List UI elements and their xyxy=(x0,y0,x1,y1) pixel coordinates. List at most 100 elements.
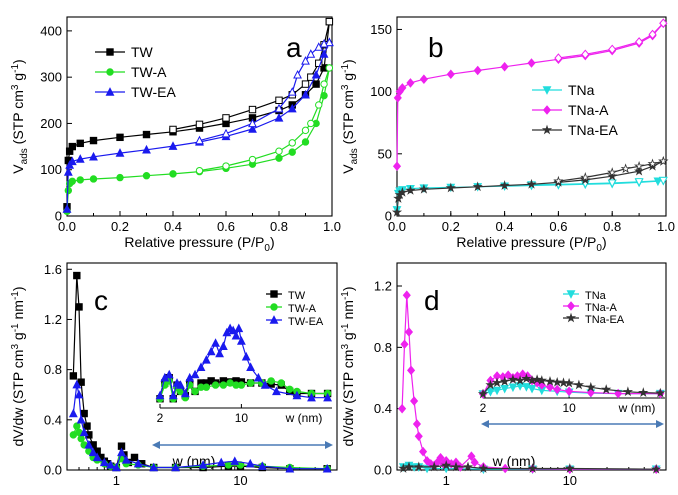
y-tick-label: 0.4 xyxy=(44,412,62,427)
y-axis-title: Vads (STP cm3 g-1) xyxy=(340,59,360,173)
legend-marker xyxy=(106,48,114,56)
data-point xyxy=(106,460,116,469)
inset-data-point xyxy=(218,341,228,350)
data-point xyxy=(306,49,316,58)
data-point xyxy=(301,89,310,99)
data-point xyxy=(76,139,84,148)
x-tick-label: 1.0 xyxy=(323,219,341,234)
inset-data-point xyxy=(553,384,562,395)
data-point xyxy=(275,147,283,155)
inset-data-point xyxy=(168,390,178,400)
y-axis-title-part: -1 xyxy=(10,323,21,332)
data-point xyxy=(659,18,668,28)
data-point xyxy=(322,463,332,473)
x-tick-label: 0.0 xyxy=(388,219,406,234)
panel-letter: c xyxy=(94,285,108,316)
inset-data-point xyxy=(491,377,503,388)
y-axis-title-part: -1 xyxy=(340,64,351,73)
data-point xyxy=(446,69,455,79)
panel-letter: a xyxy=(286,32,302,63)
data-point xyxy=(320,91,328,100)
data-point xyxy=(230,456,240,465)
x-axis-title: w (nm) xyxy=(492,453,536,469)
y-tick-label: 50 xyxy=(378,146,392,161)
series-TW-EA xyxy=(68,379,332,473)
y-axis-title-part: g xyxy=(10,332,26,344)
inset-data-point xyxy=(201,355,211,364)
data-point xyxy=(651,463,662,474)
y-axis-title-part: -1 xyxy=(340,291,351,300)
data-point xyxy=(245,458,255,468)
data-point xyxy=(169,125,177,134)
legend-label: TW-EA xyxy=(131,84,177,100)
inset: 2 10 w (nm) xyxy=(152,323,333,449)
y-axis-title: dV/dw (STP cm3 g-1 nm-1) xyxy=(340,286,356,446)
data-point xyxy=(413,461,424,472)
x-axis-title-sub: 0 xyxy=(596,243,602,254)
data-point xyxy=(198,460,208,469)
data-point xyxy=(658,155,669,166)
x-tick-label: 0.2 xyxy=(111,219,129,234)
series-TNa-EA xyxy=(398,459,662,474)
data-point xyxy=(288,139,296,147)
inset-data-point xyxy=(202,383,211,391)
y-axis-title-part: (STP cm xyxy=(340,90,356,148)
inset-data-point xyxy=(272,386,281,396)
data-point xyxy=(398,463,409,473)
data-point xyxy=(111,462,121,472)
legend-marker xyxy=(105,87,115,96)
x-tick-label: 10 xyxy=(233,473,247,488)
x-tick-label: 0.4 xyxy=(496,219,514,234)
x-axis-title: Relative pressure (P/P0) xyxy=(124,234,274,254)
data-point xyxy=(580,171,591,182)
y-axis-title-part: 3 xyxy=(340,84,351,90)
inset-data-point xyxy=(500,384,510,394)
data-point xyxy=(195,166,204,175)
inset-data-point xyxy=(492,386,502,396)
y-axis-title-part: g xyxy=(340,332,356,344)
y-axis-title: dV/dw (STP cm3 g-1 nm-1) xyxy=(10,286,26,446)
data-point xyxy=(647,158,658,169)
data-point xyxy=(77,434,85,443)
y-tick-label: 0.4 xyxy=(374,401,392,416)
data-point xyxy=(168,141,178,150)
legend-label: TNa-EA xyxy=(568,122,618,138)
data-point xyxy=(564,463,575,473)
y-tick-label: 400 xyxy=(40,23,62,38)
inset-data-point xyxy=(155,390,165,400)
data-point xyxy=(407,365,416,376)
inset-data-point xyxy=(527,384,537,394)
legend-marker xyxy=(270,290,278,298)
data-point xyxy=(116,173,124,182)
y-axis-title-part: ) xyxy=(10,286,26,291)
range-arrow-head-left xyxy=(481,420,489,428)
data-point xyxy=(307,119,315,128)
inset-x-axis-title: w (nm) xyxy=(618,401,656,415)
data-point xyxy=(275,96,283,105)
data-point xyxy=(320,80,328,88)
legend-label: TNa-A xyxy=(568,102,609,118)
data-point xyxy=(79,427,89,437)
data-point xyxy=(142,144,151,154)
data-point xyxy=(400,339,409,350)
inset-data-point xyxy=(586,387,595,398)
legend-marker xyxy=(541,124,553,135)
data-point xyxy=(312,80,320,88)
data-point xyxy=(392,161,402,172)
data-point xyxy=(445,182,456,193)
inset-data-point xyxy=(485,379,496,390)
data-point xyxy=(319,49,329,58)
data-point xyxy=(224,461,233,469)
data-point xyxy=(116,133,124,142)
data-point xyxy=(89,175,98,183)
inset-data-point xyxy=(190,369,200,379)
data-point xyxy=(89,151,98,161)
data-point xyxy=(315,101,323,109)
inset-data-point xyxy=(211,381,220,389)
inset-data-point xyxy=(477,388,489,399)
inset-data-point xyxy=(532,374,543,384)
data-point xyxy=(429,461,440,472)
x-tick-label: 0.6 xyxy=(549,219,567,234)
data-point xyxy=(499,180,510,190)
data-point xyxy=(607,179,617,188)
